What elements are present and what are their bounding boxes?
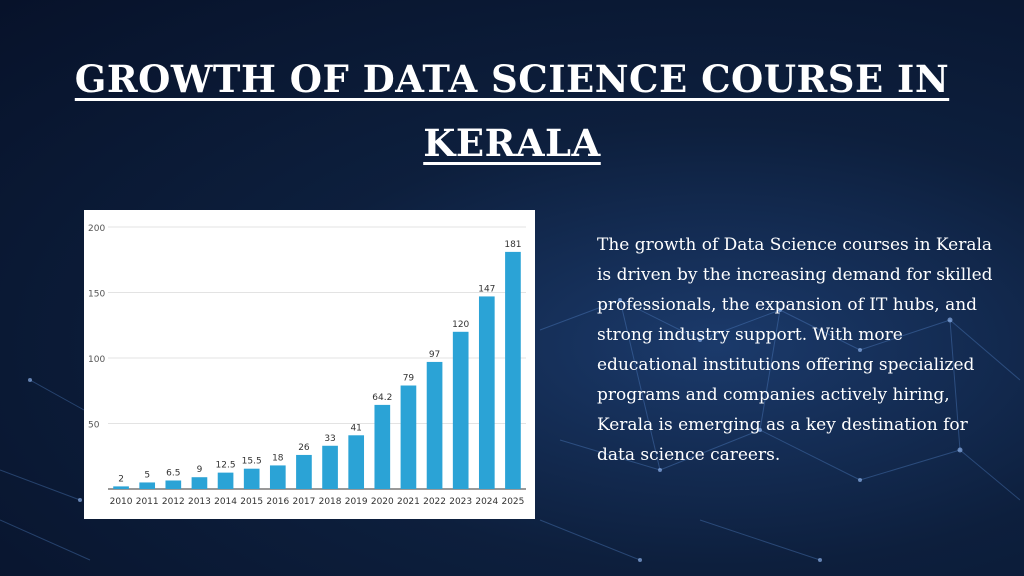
bar — [426, 361, 443, 489]
x-tick-label: 2015 — [240, 497, 263, 507]
y-tick-label: 150 — [88, 290, 105, 300]
bar — [113, 486, 129, 489]
x-tick-label: 2024 — [475, 497, 498, 507]
bar — [191, 477, 208, 489]
bar — [165, 480, 182, 489]
x-tick-label: 2025 — [501, 497, 524, 507]
data-label: 2 — [118, 474, 124, 484]
x-tick-label: 2012 — [162, 497, 185, 507]
x-tick-label: 2020 — [371, 497, 394, 507]
data-label: 97 — [429, 350, 440, 360]
data-label: 15.5 — [242, 457, 262, 467]
bar — [505, 251, 521, 489]
title-line-1: GROWTH OF DATA SCIENCE COURSE IN — [74, 57, 950, 101]
bar — [400, 385, 417, 489]
bar — [452, 331, 469, 489]
x-tick-label: 2017 — [292, 497, 315, 507]
data-label: 6.5 — [166, 468, 180, 478]
data-label: 64.2 — [372, 393, 392, 403]
x-tick-label: 2023 — [449, 497, 472, 507]
y-tick-label: 100 — [88, 355, 105, 365]
title-line-2: KERALA — [423, 121, 601, 165]
slide-title: GROWTH OF DATA SCIENCE COURSE IN KERALA — [40, 58, 984, 186]
bar — [348, 435, 365, 489]
data-label: 26 — [298, 443, 310, 453]
data-label: 41 — [350, 423, 361, 433]
data-label: 79 — [403, 374, 415, 384]
bar — [322, 445, 338, 489]
bar — [269, 465, 286, 489]
chart-card: 50 100 150 200 2 2010 5 2011 6.5 2012 9 2013 12.5 201… — [84, 210, 535, 519]
x-tick-label: 2010 — [110, 497, 133, 507]
x-tick-label: 2014 — [214, 497, 237, 507]
data-label: 120 — [452, 320, 469, 330]
bar — [478, 296, 495, 489]
data-label: 181 — [504, 240, 521, 250]
x-tick-label: 2019 — [345, 497, 368, 507]
x-tick-label: 2016 — [266, 497, 289, 507]
x-tick-label: 2011 — [136, 497, 159, 507]
bar — [139, 482, 156, 489]
bar — [217, 472, 234, 489]
x-tick-label: 2013 — [188, 497, 211, 507]
y-tick-label: 200 — [88, 224, 105, 234]
x-tick-label: 2018 — [319, 497, 342, 507]
bar-chart: 50 100 150 200 2 2010 5 2011 6.5 2012 9 2013 12.5 201… — [88, 224, 526, 507]
data-label: 5 — [144, 470, 150, 480]
bar — [243, 468, 260, 489]
x-tick-label: 2022 — [423, 497, 446, 507]
y-tick-label: 50 — [88, 421, 100, 431]
x-tick-label: 2021 — [397, 497, 420, 507]
data-label: 33 — [324, 434, 335, 444]
data-label: 147 — [478, 284, 495, 294]
data-label: 12.5 — [216, 461, 236, 471]
description-text: The growth of Data Science courses in Ke… — [597, 235, 993, 465]
bar — [296, 454, 312, 489]
data-label: 18 — [272, 453, 284, 463]
bar — [374, 404, 391, 489]
data-label: 9 — [197, 465, 203, 475]
